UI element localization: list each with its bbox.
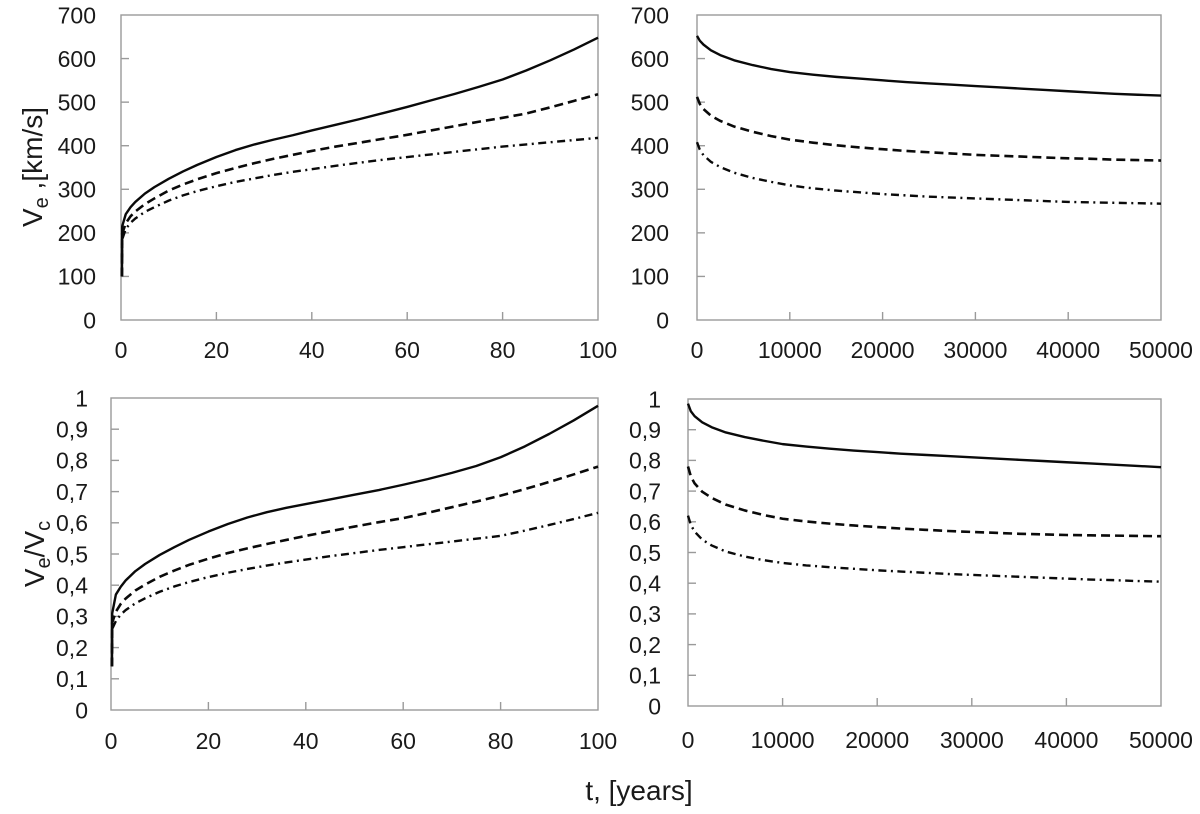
y-tick-label: 0	[75, 697, 88, 723]
x-tick-label: 100	[579, 728, 617, 754]
y-tick-label: 200	[58, 220, 96, 246]
y-tick-label: 300	[631, 177, 669, 203]
chart-bottom-right: 0 0,1 0,2 0,3 0,4 0,5 0,6 0,7 0,8 0,9 1 0 10000 20000…	[629, 386, 1193, 753]
x-tick-label: 30000	[943, 337, 1007, 363]
y-tick-label: 500	[631, 89, 669, 115]
x-tick-label: 20	[196, 728, 222, 754]
y-tick-label: 700	[58, 2, 96, 28]
x-tick-label: 60	[390, 728, 416, 754]
x-tick-label: 0	[691, 337, 704, 363]
x-tick-label: 80	[490, 337, 516, 363]
x-tick-label: 50000	[1129, 337, 1193, 363]
series-dashed	[120, 93, 599, 277]
series-solid	[686, 403, 1162, 469]
y-tick-label: 400	[58, 133, 96, 159]
y-tick-label: 0,4	[629, 570, 661, 596]
y-tick-label: 0,6	[629, 509, 661, 535]
y-tick-label: 0,2	[629, 632, 661, 658]
y-tick-label: 300	[58, 177, 96, 203]
series-solid	[695, 35, 1162, 97]
x-tick-label: 20	[204, 337, 230, 363]
y-axis-title: Ve/Vc	[19, 521, 55, 587]
plot-border	[687, 398, 1162, 707]
series-dashed	[686, 466, 1162, 538]
series-dashed	[110, 465, 599, 667]
x-tick-label: 40000	[1034, 727, 1098, 753]
chart-bottom-left: 0 0,1 0,2 0,3 0,4 0,5 0,6 0,7 0,8 0,9 1 0 20 40 60 80 10…	[19, 385, 617, 754]
x-tick-label: 10000	[758, 337, 822, 363]
series-dashed	[695, 96, 1162, 162]
series-dash-dot	[695, 141, 1162, 205]
x-tick-label: 50000	[1129, 727, 1193, 753]
x-tick-label: 30000	[940, 727, 1004, 753]
y-tick-label: 0,3	[56, 604, 88, 630]
chart-top-left: 0 100 200 300 400 500 600 700 0 20 40 60 80 100 Ve ,[k…	[17, 2, 617, 363]
x-axis-title: t, [years]	[585, 775, 692, 806]
series-dash-dot	[110, 511, 599, 667]
y-tick-label: 0,4	[56, 572, 88, 598]
x-tick-label: 40000	[1036, 337, 1100, 363]
y-tick-label: 600	[58, 46, 96, 72]
y-tick-label: 500	[58, 89, 96, 115]
y-tick-label: 400	[631, 133, 669, 159]
series-dash-dot	[686, 515, 1162, 583]
y-tick-label: 0,3	[629, 601, 661, 627]
x-tick-label: 0	[682, 727, 695, 753]
x-tick-label: 100	[579, 337, 617, 363]
x-tick-label: 20000	[845, 727, 909, 753]
x-tick-label: 40	[293, 728, 319, 754]
y-tick-label: 0,9	[629, 417, 661, 443]
y-axis-title: Ve ,[km/s]	[17, 107, 53, 227]
y-tick-label: 100	[58, 264, 96, 290]
y-tick-label: 0,5	[56, 541, 88, 567]
y-tick-label: 0,8	[56, 448, 88, 474]
y-tick-label: 0,1	[56, 666, 88, 692]
series-solid	[110, 404, 599, 667]
y-tick-label: 0	[656, 307, 669, 333]
y-tick-label: 0,5	[629, 540, 661, 566]
plot-border	[696, 14, 1162, 321]
plot-border	[120, 14, 599, 321]
x-tick-label: 0	[105, 728, 118, 754]
y-tick-label: 0,7	[56, 479, 88, 505]
y-tick-label: 1	[648, 386, 661, 412]
y-tick-label: 0,9	[56, 416, 88, 442]
y-tick-label: 0,2	[56, 635, 88, 661]
y-tick-label: 600	[631, 46, 669, 72]
y-tick-label: 0,8	[629, 448, 661, 474]
series-dash-dot	[120, 136, 599, 277]
y-tick-label: 0,7	[629, 478, 661, 504]
y-tick-label: 0	[648, 693, 661, 719]
y-tick-label: 0,6	[56, 510, 88, 536]
y-tick-label: 0,1	[629, 663, 661, 689]
x-tick-label: 60	[394, 337, 420, 363]
y-tick-label: 1	[75, 385, 88, 411]
y-tick-label: 100	[631, 264, 669, 290]
y-tick-label: 700	[631, 2, 669, 28]
series-solid	[120, 36, 599, 277]
x-tick-label: 40	[299, 337, 325, 363]
y-tick-label: 200	[631, 220, 669, 246]
x-tick-label: 20000	[851, 337, 915, 363]
x-tick-label: 0	[115, 337, 128, 363]
y-tick-label: 0	[83, 307, 96, 333]
x-tick-label: 10000	[751, 727, 815, 753]
chart-top-right: 0 100 200 300 400 500 600 700 0 10000 20000 30000 40…	[631, 2, 1193, 363]
x-tick-label: 80	[488, 728, 514, 754]
